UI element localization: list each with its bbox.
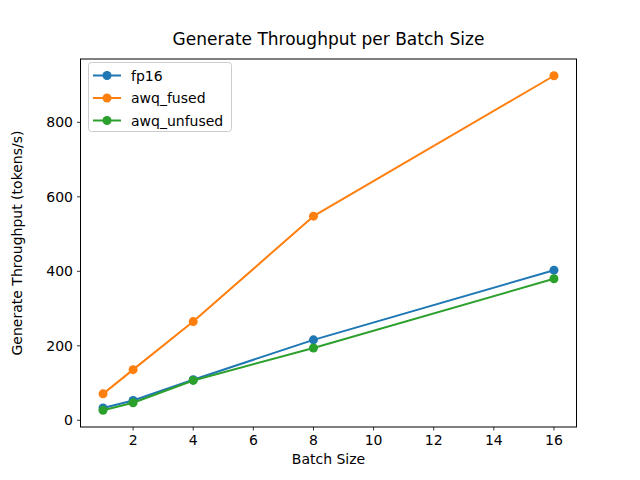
x-tick-label: 6 xyxy=(249,432,258,448)
y-axis-ticks: 0 200 400 600 800 xyxy=(46,114,80,428)
x-tick-label: 12 xyxy=(425,432,443,448)
x-tick-label: 8 xyxy=(309,432,318,448)
legend-label-fp16: fp16 xyxy=(131,68,163,84)
data-point-awq_fused xyxy=(189,317,198,326)
y-tick-label: 800 xyxy=(46,114,73,130)
figure: Generate Throughput per Batch Size 2 4 6 8 1… xyxy=(0,0,640,480)
y-tick-label: 400 xyxy=(46,263,73,279)
data-point-awq_unfused xyxy=(309,344,318,353)
data-point-awq_unfused xyxy=(99,406,108,415)
legend-label-awq_unfused: awq_unfused xyxy=(131,113,223,129)
data-point-awq_fused xyxy=(309,212,318,221)
x-tick-label: 2 xyxy=(129,432,138,448)
data-point-awq_unfused xyxy=(129,398,138,407)
legend: fp16 awq_fused awq_unfused xyxy=(89,63,232,132)
data-point-awq_fused xyxy=(549,71,558,80)
x-tick-label: 10 xyxy=(365,432,383,448)
x-axis-label: Batch Size xyxy=(292,451,365,467)
data-point-awq_unfused xyxy=(189,376,198,385)
x-axis-ticks: 2 4 6 8 10 12 14 16 xyxy=(129,427,563,448)
x-tick-label: 14 xyxy=(485,432,503,448)
data-point-fp16 xyxy=(549,266,558,275)
data-point-awq_unfused xyxy=(549,274,558,283)
x-tick-label: 16 xyxy=(545,432,563,448)
y-tick-label: 200 xyxy=(46,338,73,354)
legend-marker-awq_unfused xyxy=(103,116,112,125)
y-tick-label: 0 xyxy=(64,412,73,428)
legend-marker-fp16 xyxy=(103,71,112,80)
legend-marker-awq_fused xyxy=(103,94,112,103)
x-tick-label: 4 xyxy=(189,432,198,448)
y-axis-label: Generate Throughput (tokens/s) xyxy=(9,131,25,356)
data-point-fp16 xyxy=(309,335,318,344)
chart-canvas: Generate Throughput per Batch Size 2 4 6 8 1… xyxy=(0,0,640,480)
data-point-awq_fused xyxy=(99,389,108,398)
y-tick-label: 600 xyxy=(46,189,73,205)
data-point-awq_fused xyxy=(129,365,138,374)
series-line-awq_unfused xyxy=(103,279,554,410)
legend-label-awq_fused: awq_fused xyxy=(131,90,206,106)
chart-title: Generate Throughput per Batch Size xyxy=(173,29,485,49)
